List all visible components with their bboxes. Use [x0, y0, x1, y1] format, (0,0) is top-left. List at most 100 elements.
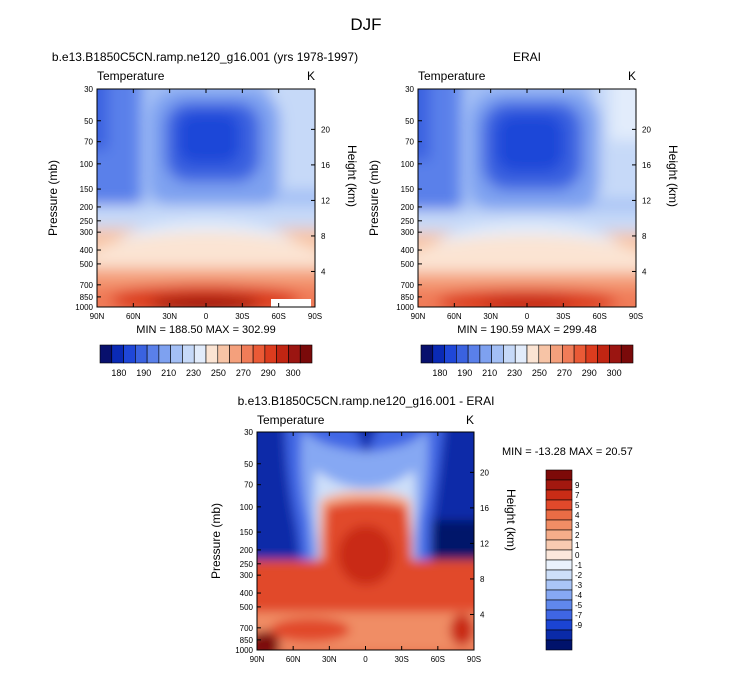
y-tick-label: 200 [240, 546, 254, 555]
colorbar-swatch [538, 344, 551, 364]
y-tick-label: 400 [80, 246, 94, 255]
colorbar-swatch [545, 599, 573, 611]
colorbar-label: 5 [575, 501, 580, 510]
min-max-stats: MIN = 190.59 MAX = 299.48 [457, 324, 596, 336]
min-max-stats: MIN = 188.50 MAX = 302.99 [136, 324, 275, 336]
colorbar-label: -5 [575, 601, 583, 610]
colorbar-swatch [229, 344, 242, 364]
contour-band [97, 89, 108, 150]
contour-band [496, 114, 564, 172]
x-tick-label: 90S [629, 312, 643, 321]
axes-ticks: 90N 60N 30N 0 30S 60S 90S 30 50 70 100 150 200 250 300… [235, 428, 489, 664]
contour-shading [97, 89, 315, 307]
colorbar-swatch [299, 344, 313, 364]
x-tick-label: 60N [286, 655, 301, 664]
y-tick-label: 1000 [75, 303, 93, 312]
height-tick-label: 4 [321, 267, 326, 276]
y-tick-label: 500 [240, 603, 254, 612]
height-tick-label: 8 [321, 232, 326, 241]
y-tick-label: 200 [80, 203, 94, 212]
colorbar-swatch [456, 344, 469, 364]
colorbar-swatch [288, 344, 301, 364]
colorbar-swatch [597, 344, 610, 364]
height-tick-label: 20 [480, 468, 489, 477]
colorbar-swatch [276, 344, 289, 364]
colorbar-swatch [205, 344, 219, 364]
colorbar-label: 300 [286, 368, 301, 378]
colorbar-swatch [545, 499, 573, 511]
erai-temperature-panel: ERAI Temperature K [367, 50, 680, 378]
variable-label: Temperature [257, 413, 325, 427]
units-label: K [307, 69, 315, 83]
colorbar-label: 9 [575, 481, 580, 490]
height-tick-label: 4 [642, 267, 647, 276]
colorbar-swatch [111, 344, 124, 364]
colorbar-swatch [526, 344, 540, 364]
colorbar-swatch [545, 469, 573, 481]
y-tick-label: 150 [401, 185, 415, 194]
colorbar-swatch [562, 344, 575, 364]
colorbar-swatch [432, 344, 445, 364]
min-max-stats: MIN = -13.28 MAX = 20.57 [502, 446, 633, 458]
colorbar-swatch [545, 509, 573, 521]
colorbar-label: 3 [575, 521, 580, 530]
contour-band [482, 298, 572, 307]
colorbar-swatch [158, 344, 171, 364]
y-tick-label: 250 [401, 217, 415, 226]
colorbar-swatch [503, 344, 516, 364]
contour-band [610, 89, 636, 140]
y-tick-label: 850 [240, 636, 254, 645]
height-tick-label: 16 [321, 161, 330, 170]
colorbar-label: 180 [432, 368, 447, 378]
contour-band [257, 631, 280, 650]
x-tick-label: 60S [593, 312, 607, 321]
variable-label: Temperature [97, 69, 165, 83]
y-tick-label: 50 [405, 117, 414, 126]
y-tick-label: 300 [80, 228, 94, 237]
y-tick-label: 50 [84, 117, 93, 126]
y-tick-label: 500 [80, 260, 94, 269]
y-tick-label: 400 [401, 246, 415, 255]
y-tick-label: 1000 [396, 303, 414, 312]
height-tick-label: 4 [480, 610, 485, 619]
y-tick-label: 50 [244, 460, 253, 469]
axes-ticks: 90N 60N 30N 0 30S 60S 90S 30 50 70 100 150 200 250 300… [396, 85, 651, 321]
y-tick-label: 30 [405, 85, 414, 94]
x-tick-label: 60S [272, 312, 286, 321]
y2-axis-label: Height (km) [345, 145, 359, 207]
colorbar-swatch [135, 344, 148, 364]
y-tick-label: 100 [240, 503, 254, 512]
contour-field [97, 89, 315, 307]
y-tick-label: 250 [80, 217, 94, 226]
x-tick-label: 90S [467, 655, 481, 664]
height-tick-label: 20 [642, 125, 651, 134]
y-axis-label: Pressure (mb) [209, 503, 223, 579]
colorbar-swatch [545, 639, 573, 651]
colorbar-label: 190 [136, 368, 151, 378]
contour-band [338, 525, 394, 585]
colorbar-label: 190 [457, 368, 472, 378]
x-tick-label: 60N [126, 312, 141, 321]
y-tick-label: 70 [244, 481, 253, 490]
x-tick-label: 30N [162, 312, 177, 321]
variable-label: Temperature [418, 69, 486, 83]
contour-band [270, 618, 350, 642]
x-tick-label: 0 [204, 312, 209, 321]
colorbar-swatch [585, 344, 598, 364]
contour-field [418, 89, 636, 307]
colorbar-swatch [467, 344, 481, 364]
height-tick-label: 12 [642, 196, 651, 205]
colorbar-label: 230 [186, 368, 201, 378]
x-tick-label: 0 [363, 655, 368, 664]
contour-band [178, 112, 240, 164]
colorbar-swatch [514, 344, 528, 364]
height-tick-label: 12 [321, 196, 330, 205]
axes-ticks: 90N 60N 30N 0 30S 60S 90S 30 50 70 100 150 200 250 300… [75, 85, 330, 321]
y-tick-label: 700 [240, 624, 254, 633]
colorbar-swatch [545, 539, 573, 551]
colorbar-swatch [609, 344, 622, 364]
y-tick-label: 70 [405, 138, 414, 147]
model-temperature-panel: b.e13.B1850C5CN.ramp.ne120_g16.001 (yrs … [46, 50, 359, 378]
y-tick-label: 30 [244, 428, 253, 437]
